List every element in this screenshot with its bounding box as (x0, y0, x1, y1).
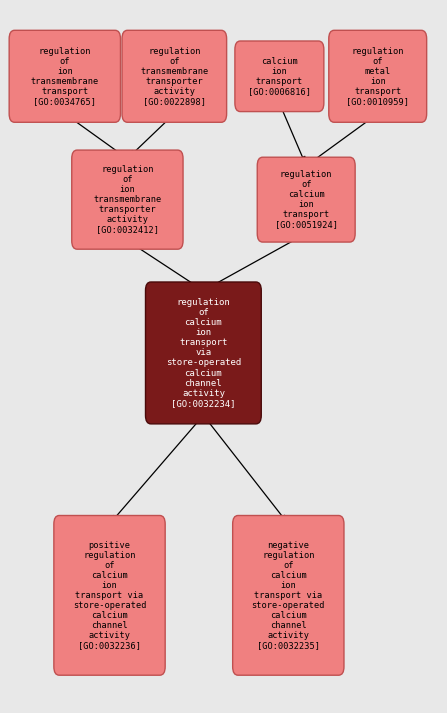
FancyBboxPatch shape (122, 31, 227, 123)
FancyBboxPatch shape (329, 31, 426, 123)
Text: positive
regulation
of
calcium
ion
transport via
store-operated
calcium
channel
: positive regulation of calcium ion trans… (73, 540, 146, 650)
Text: calcium
ion
transport
[GO:0006816]: calcium ion transport [GO:0006816] (248, 57, 311, 96)
Text: regulation
of
transmembrane
transporter
activity
[GO:0022898]: regulation of transmembrane transporter … (140, 46, 208, 106)
Text: regulation
of
ion
transmembrane
transporter
activity
[GO:0032412]: regulation of ion transmembrane transpor… (93, 165, 161, 235)
FancyBboxPatch shape (54, 515, 165, 675)
FancyBboxPatch shape (146, 282, 261, 424)
Text: negative
regulation
of
calcium
ion
transport via
store-operated
calcium
channel
: negative regulation of calcium ion trans… (252, 540, 325, 650)
Text: regulation
of
metal
ion
transport
[GO:0010959]: regulation of metal ion transport [GO:00… (346, 46, 409, 106)
FancyBboxPatch shape (9, 31, 120, 123)
FancyBboxPatch shape (72, 150, 183, 250)
Text: regulation
of
ion
transmembrane
transport
[GO:0034765]: regulation of ion transmembrane transpor… (31, 46, 99, 106)
Text: regulation
of
calcium
ion
transport
[GO:0051924]: regulation of calcium ion transport [GO:… (275, 170, 337, 230)
FancyBboxPatch shape (235, 41, 324, 111)
Text: regulation
of
calcium
ion
transport
via
store-operated
calcium
channel
activity
: regulation of calcium ion transport via … (166, 298, 241, 408)
FancyBboxPatch shape (232, 515, 344, 675)
FancyBboxPatch shape (257, 158, 355, 242)
